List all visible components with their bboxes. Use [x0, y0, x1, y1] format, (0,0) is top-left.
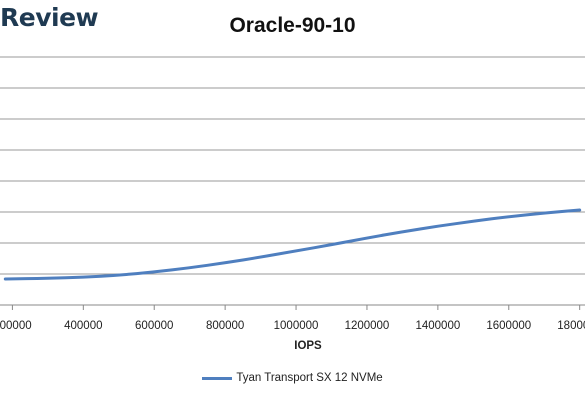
x-tick-label: 1000000	[274, 320, 319, 332]
legend: Tyan Transport SX 12 NVMe	[0, 372, 585, 384]
x-tick-label: 200000	[0, 320, 32, 332]
x-tick-label: 1400000	[415, 320, 460, 332]
x-tick-label: 400000	[64, 320, 102, 332]
series-lines	[3, 208, 582, 281]
x-tick-label: 1200000	[345, 320, 390, 332]
x-tick-label: 600000	[135, 320, 173, 332]
x-tick-label: 1600000	[486, 320, 531, 332]
chart-title: Oracle-90-10	[229, 14, 356, 37]
series-line	[3, 208, 582, 281]
gridlines	[0, 56, 585, 306]
site-logo: Review	[0, 3, 99, 32]
legend-swatch	[202, 376, 233, 380]
x-tick-label: 1800000	[557, 320, 585, 332]
x-tick-labels: 200000 400000 600000 800000 1000000 1200000 14…	[0, 305, 585, 332]
legend-label: Tyan Transport SX 12 NVMe	[236, 372, 383, 384]
x-tick-label: 800000	[206, 320, 244, 332]
x-axis-label: IOPS	[294, 340, 322, 352]
